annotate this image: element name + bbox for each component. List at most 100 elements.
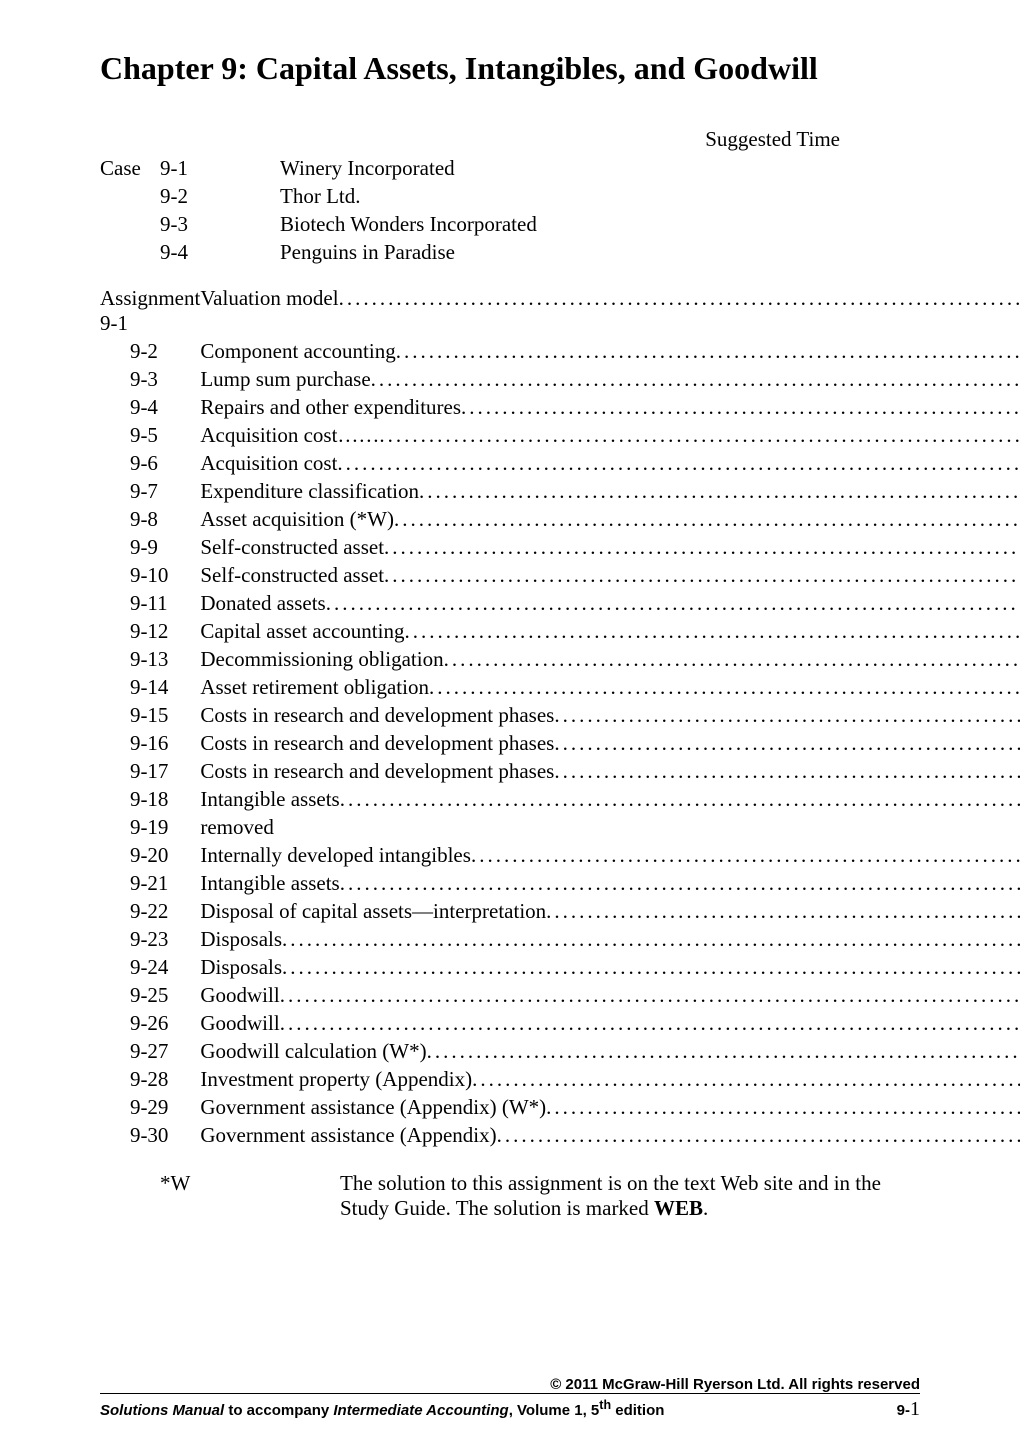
assignment-row: 9-26Goodwill............................… <box>100 1011 1020 1039</box>
assignment-blank-cell <box>100 1067 130 1095</box>
assignment-row: 9-9Self-constructed asset ..............… <box>100 535 1020 563</box>
assignment-blank-cell <box>100 787 130 815</box>
assignment-description: Decommissioning obligation..............… <box>200 647 1020 675</box>
case-description: Winery Incorporated <box>280 156 860 184</box>
assignment-number: 9-5 <box>130 423 200 451</box>
assignment-blank-cell <box>100 955 130 983</box>
assignment-number: 9-2 <box>130 339 200 367</box>
assignment-number: 9-7 <box>130 479 200 507</box>
assignment-row: 9-16Costs in research and development ph… <box>100 731 1020 759</box>
case-label-cell <box>100 184 160 212</box>
assignment-description: Expenditure classification..............… <box>200 479 1020 507</box>
assignment-description: Investment property (Appendix)..........… <box>200 1067 1020 1095</box>
footer-divider <box>100 1393 920 1394</box>
assignment-number: 9-9 <box>130 535 200 563</box>
assignment-row: 9-7Expenditure classification...........… <box>100 479 1020 507</box>
assignment-row: 9-24Disposals...........................… <box>100 955 1020 983</box>
footnote-bold: WEB <box>654 1196 703 1220</box>
assignment-row: 9-29Government assistance (Appendix) (W*… <box>100 1095 1020 1123</box>
assignment-number: 9-18 <box>130 787 200 815</box>
footnote-w: *W The solution to this assignment is on… <box>100 1171 920 1221</box>
assignment-description: Acquisition cost........................… <box>200 451 1020 479</box>
case-row: 9-3Biotech Wonders Incorporated <box>100 212 920 240</box>
assignment-blank-cell <box>100 899 130 927</box>
footer-left-part4: , Volume 1, 5 <box>509 1402 600 1419</box>
assignment-row: 9-2Component accounting.................… <box>100 339 1020 367</box>
assignment-description: Costs in research and development phases… <box>200 731 1020 759</box>
assignment-row: 9-18Intangible assets...................… <box>100 787 1020 815</box>
footer-row: Solutions Manual to accompany Intermedia… <box>100 1398 920 1421</box>
assignment-number: 9-17 <box>130 759 200 787</box>
assignment-number: 9-16 <box>130 731 200 759</box>
assignment-number: 9-13 <box>130 647 200 675</box>
assignment-blank-cell <box>100 367 130 395</box>
assignment-row: 9-3Lump sum purchase....................… <box>100 367 1020 395</box>
assignment-row: 9-14Asset retirement obligation.........… <box>100 675 1020 703</box>
assignment-description: Disposals...............................… <box>200 927 1020 955</box>
assignment-blank-cell <box>100 983 130 1011</box>
assignment-number: 9-27 <box>130 1039 200 1067</box>
assignment-row: 9-17Costs in research and development ph… <box>100 759 1020 787</box>
footer-left: Solutions Manual to accompany Intermedia… <box>100 1398 664 1421</box>
assignment-description: Costs in research and development phases… <box>200 703 1020 731</box>
assignment-description: Lump sum purchase.......................… <box>200 367 1020 395</box>
case-time <box>860 212 920 240</box>
footer-right-label: 9- <box>897 1402 910 1419</box>
assignment-row: 9-20Internally developed intangibles....… <box>100 843 1020 871</box>
assignment-description: Costs in research and development phases… <box>200 759 1020 787</box>
assignment-row: 9-27Goodwill calculation (W*)...........… <box>100 1039 1020 1067</box>
footnote-text: The solution to this assignment is on th… <box>340 1171 920 1221</box>
assignment-blank-cell <box>100 703 130 731</box>
assignment-blank-cell <box>100 1011 130 1039</box>
assignment-blank-cell <box>100 395 130 423</box>
assignment-row: 9-22Disposal of capital assets—interpret… <box>100 899 1020 927</box>
assignment-blank-cell <box>100 675 130 703</box>
assignment-row: 9-12Capital asset accounting............… <box>100 619 1020 647</box>
assignment-description: Disposal of capital assets—interpretatio… <box>200 899 1020 927</box>
assignment-blank-cell <box>100 731 130 759</box>
assignment-number: 9-21 <box>130 871 200 899</box>
footer-left-part2: to accompany <box>228 1402 333 1419</box>
assignment-number: 9-22 <box>130 899 200 927</box>
assignment-blank-cell <box>100 871 130 899</box>
assignment-number: 9-6 <box>130 451 200 479</box>
assignment-description: Government assistance (Appendix) (W*)...… <box>200 1095 1020 1123</box>
assignment-blank-cell <box>100 507 130 535</box>
assignment-row: Assignment 9-1Valuation model...........… <box>100 286 1020 339</box>
assignment-row: 9-8Asset acquisition (*W) ..............… <box>100 507 1020 535</box>
assignment-number: 9-8 <box>130 507 200 535</box>
assignment-row: 9-5Acquisition cost……...................… <box>100 423 1020 451</box>
assignment-number: 9-4 <box>130 395 200 423</box>
assignment-blank-cell <box>100 423 130 451</box>
chapter-title: Chapter 9: Capital Assets, Intangibles, … <box>100 50 920 87</box>
assignment-row: 9-10Self-constructed asset..............… <box>100 563 1020 591</box>
assignment-number: 9-28 <box>130 1067 200 1095</box>
assignment-description: Internally developed intangibles........… <box>200 843 1020 871</box>
footer-left-part5: edition <box>611 1402 664 1419</box>
footnote-text-1: The solution to this assignment is on th… <box>340 1171 881 1220</box>
footer-page-number: 1 <box>910 1398 920 1420</box>
assignment-number: 9-24 <box>130 955 200 983</box>
assignment-row: 9-6Acquisition cost.....................… <box>100 451 1020 479</box>
assignment-number: 9-11 <box>130 591 200 619</box>
assignment-description: removed <box>200 815 1020 843</box>
footer-left-sup: th <box>599 1398 611 1412</box>
assignment-row: 9-11Donated assets .....................… <box>100 591 1020 619</box>
case-time <box>860 156 920 184</box>
assignment-row: 9-15Costs in research and development ph… <box>100 703 1020 731</box>
assignment-blank-cell <box>100 1123 130 1151</box>
assignment-row: 9-30Government assistance (Appendix)....… <box>100 1123 1020 1151</box>
assignment-blank-cell <box>100 591 130 619</box>
assignment-blank-cell <box>100 479 130 507</box>
footer-left-part3: Intermediate Accounting <box>333 1402 508 1419</box>
assignment-row: 9-28Investment property (Appendix)......… <box>100 1067 1020 1095</box>
copyright-line: © 2011 McGraw-Hill Ryerson Ltd. All righ… <box>100 1376 920 1393</box>
assignment-number: 9-15 <box>130 703 200 731</box>
assignment-blank-cell <box>100 1095 130 1123</box>
assignment-row: 9-21Intangible assets...................… <box>100 871 1020 899</box>
assignment-description: Goodwill calculation (W*)...............… <box>200 1039 1020 1067</box>
assignment-description: Donated assets .........................… <box>200 591 1020 619</box>
assignment-number: 9-26 <box>130 1011 200 1039</box>
case-number: 9-3 <box>160 212 280 240</box>
case-label-cell <box>100 240 160 268</box>
